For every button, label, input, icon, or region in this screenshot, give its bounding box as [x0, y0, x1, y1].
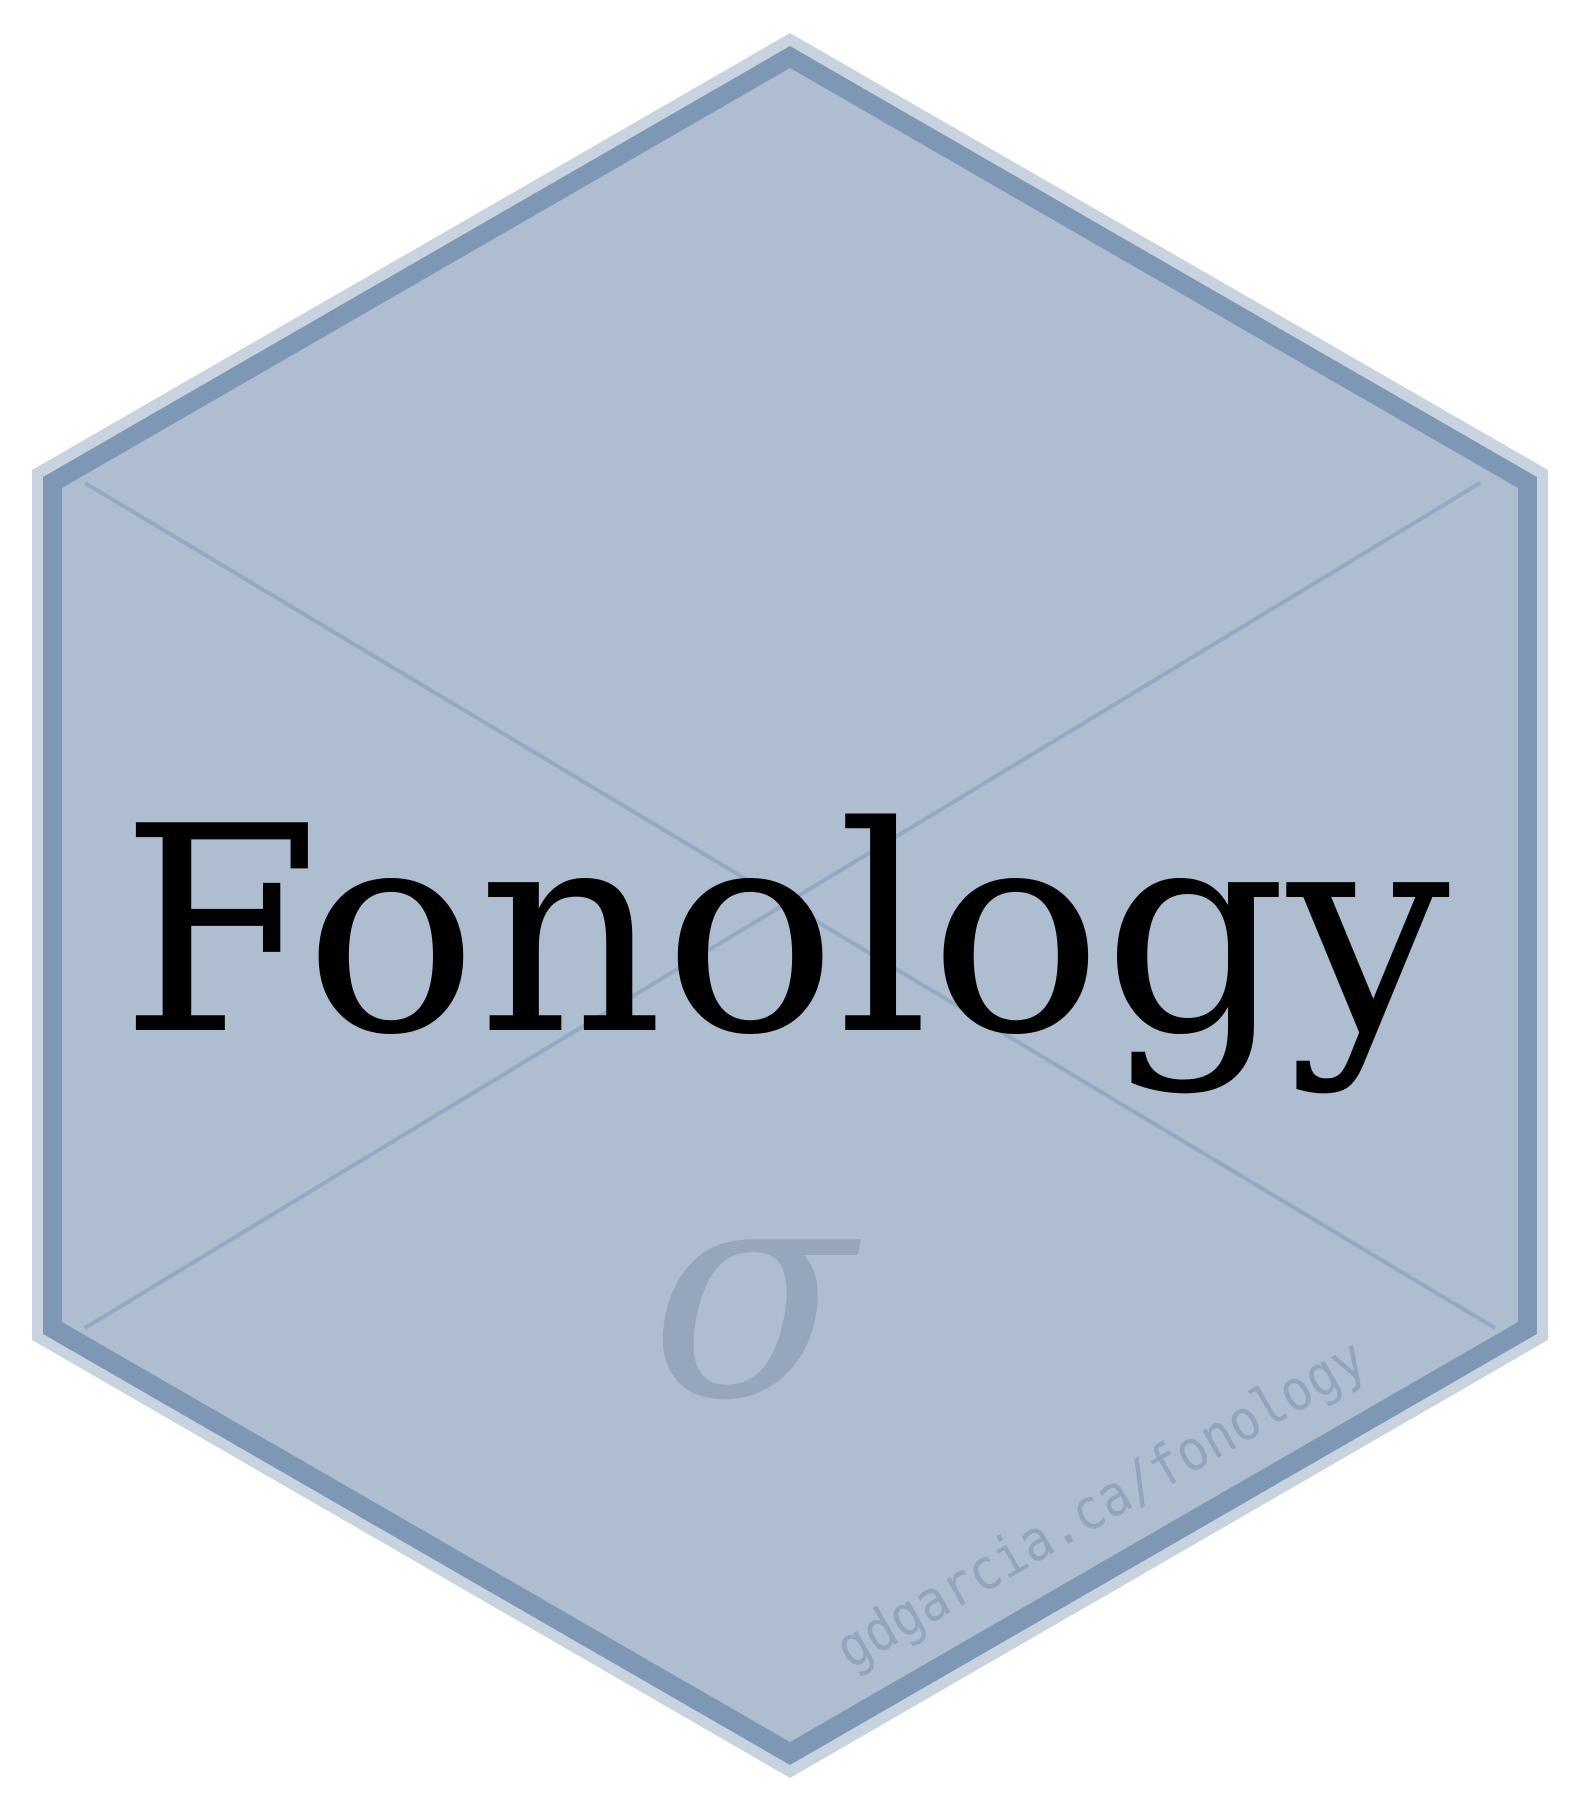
diagonal-line-right — [83, 481, 1482, 1330]
logo-title: Fonology — [120, 766, 1450, 1098]
sigma-symbol: σ — [650, 1117, 866, 1466]
diagonal-line-left — [83, 481, 1497, 1330]
